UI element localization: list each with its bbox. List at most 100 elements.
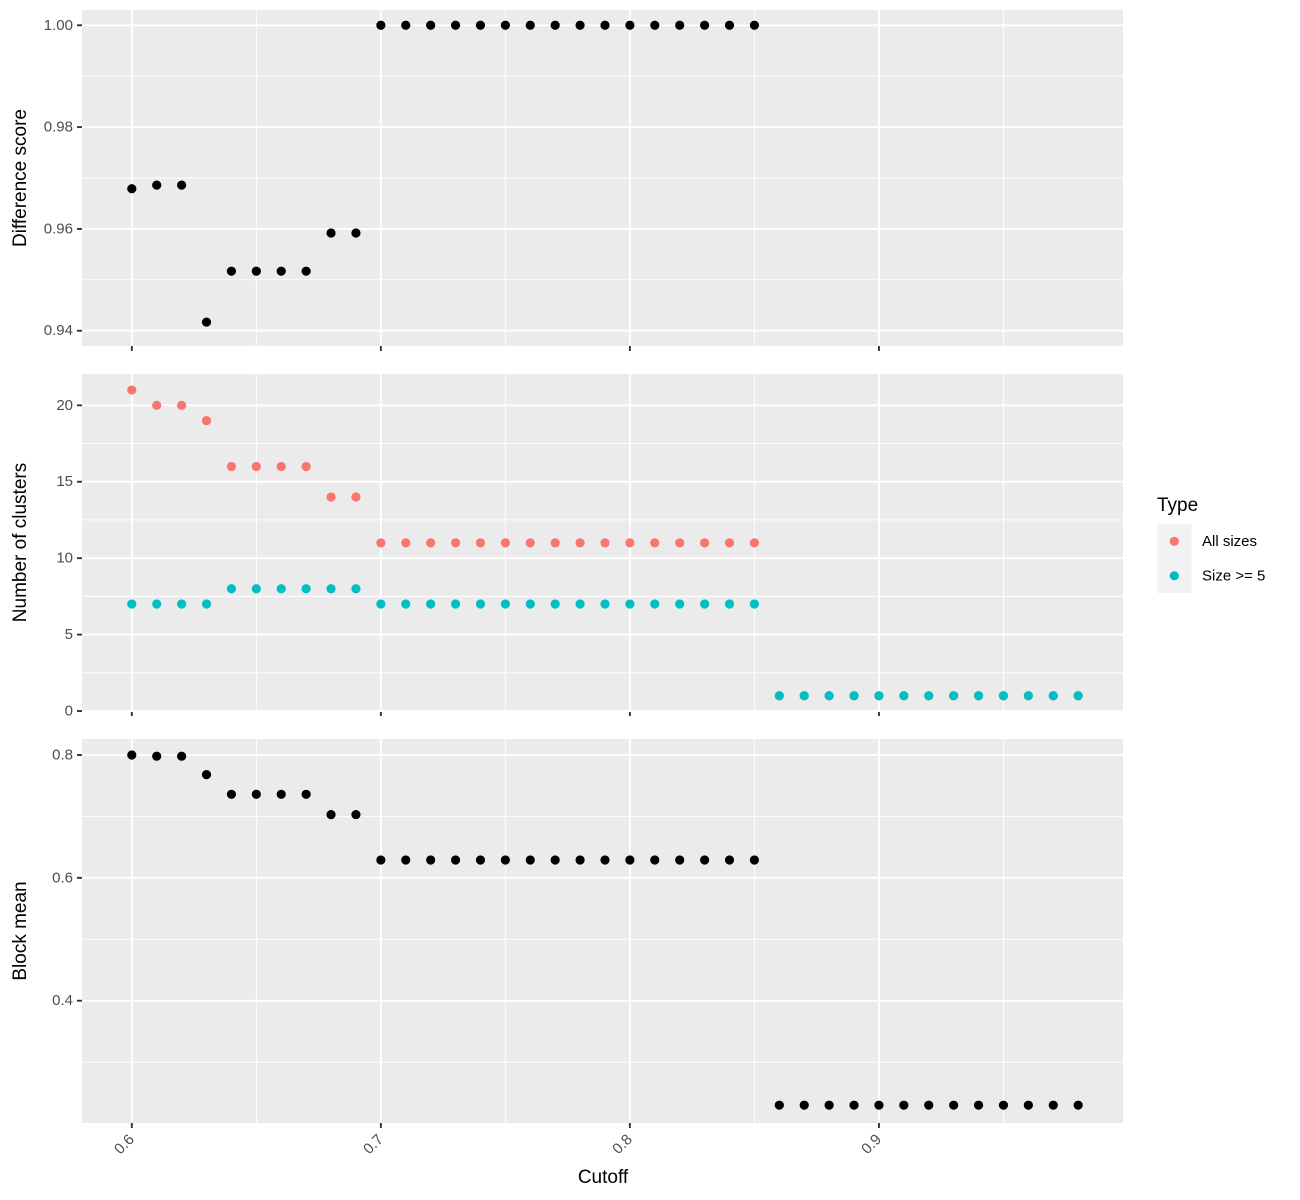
data-point (675, 599, 685, 609)
data-point (177, 751, 187, 761)
data-point (550, 20, 560, 30)
data-point (675, 20, 685, 30)
data-point (650, 599, 660, 609)
data-point (1048, 691, 1058, 701)
data-point (201, 770, 212, 780)
data-point (700, 20, 710, 30)
data-point (700, 538, 710, 548)
data-point (226, 584, 237, 594)
y-axis-title: Number of clusters (10, 463, 31, 622)
data-point (152, 599, 162, 609)
y-tick-label: 5 (65, 626, 73, 643)
legend-key-point (1169, 571, 1179, 581)
data-point (152, 751, 162, 761)
data-point (600, 20, 610, 30)
data-point (152, 400, 162, 410)
data-point (426, 20, 436, 30)
x-tick-label: 0.7 (360, 1131, 387, 1158)
legend: Type All sizes Size >= 5 (1157, 495, 1265, 593)
data-point (998, 1100, 1009, 1110)
data-point (177, 180, 187, 190)
data-point (152, 180, 162, 190)
y-tick-label: 1.00 (44, 17, 73, 34)
legend-label: Size >= 5 (1202, 567, 1265, 584)
data-point (475, 538, 486, 548)
data-point (276, 266, 286, 276)
data-point (475, 20, 486, 30)
data-point (675, 855, 685, 865)
y-tick-label: 0.94 (44, 322, 73, 339)
data-point (226, 266, 237, 276)
series-points (127, 750, 1083, 1110)
data-point (525, 20, 535, 30)
data-point (127, 599, 137, 609)
data-point (426, 855, 436, 865)
data-point (301, 266, 311, 276)
data-point (401, 855, 411, 865)
x-tick-label: 0.9 (858, 1131, 885, 1158)
y-tick-label: 0 (65, 703, 73, 720)
data-point (799, 1100, 809, 1110)
data-point (450, 538, 461, 548)
y-axis-title: Difference score (10, 109, 31, 247)
data-point (849, 691, 859, 701)
data-point (1048, 1100, 1058, 1110)
data-point (600, 599, 610, 609)
data-point (600, 538, 610, 548)
data-point (575, 855, 585, 865)
data-point (301, 461, 311, 472)
data-point (899, 691, 909, 701)
data-point (874, 691, 884, 701)
data-point (376, 538, 386, 548)
data-point (376, 20, 386, 30)
data-point (475, 599, 486, 609)
data-point (226, 789, 237, 799)
data-point (450, 599, 461, 609)
data-point (525, 538, 535, 548)
panel-3: 0.6 0.7 0.8 0.9 0.4 0.6 0.8 Block mean (10, 739, 1123, 1158)
data-point (226, 461, 237, 472)
data-point (276, 584, 286, 594)
data-point (500, 538, 510, 548)
data-point (1023, 691, 1033, 701)
legend-label: All sizes (1202, 533, 1257, 550)
data-point (899, 1100, 909, 1110)
y-tick-label: 0.4 (52, 992, 73, 1009)
data-point (849, 1100, 859, 1110)
data-point (749, 538, 760, 548)
data-point (550, 538, 560, 548)
data-point (401, 599, 411, 609)
data-point (401, 538, 411, 548)
data-point (301, 584, 311, 594)
data-point (874, 1100, 884, 1110)
data-point (625, 20, 635, 30)
data-point (650, 20, 660, 30)
data-point (724, 855, 735, 865)
data-point (276, 789, 286, 799)
data-point (201, 416, 212, 426)
data-point (426, 538, 436, 548)
chart-panels: 0.94 0.96 0.98 1.00 Difference score 0 5 10 15 20… (10, 10, 1123, 1158)
series-points (127, 20, 760, 327)
y-tick-label: 0.96 (44, 220, 73, 237)
data-point (650, 855, 660, 865)
data-point (301, 789, 311, 799)
data-point (749, 855, 760, 865)
data-point (700, 599, 710, 609)
data-point (401, 20, 411, 30)
data-point (450, 20, 461, 30)
data-point (625, 855, 635, 865)
data-point (724, 20, 735, 30)
data-point (500, 855, 510, 865)
y-axis-title: Block mean (10, 881, 31, 980)
panel-2: 0 5 10 15 20 Number of clusters (10, 374, 1123, 720)
panel-background (82, 739, 1123, 1123)
data-point (774, 691, 784, 701)
legend-entries: All sizes Size >= 5 (1157, 524, 1265, 593)
data-point (500, 20, 510, 30)
data-point (973, 691, 984, 701)
data-point (251, 266, 261, 276)
data-point (700, 855, 710, 865)
data-point (525, 599, 535, 609)
data-point (500, 599, 510, 609)
